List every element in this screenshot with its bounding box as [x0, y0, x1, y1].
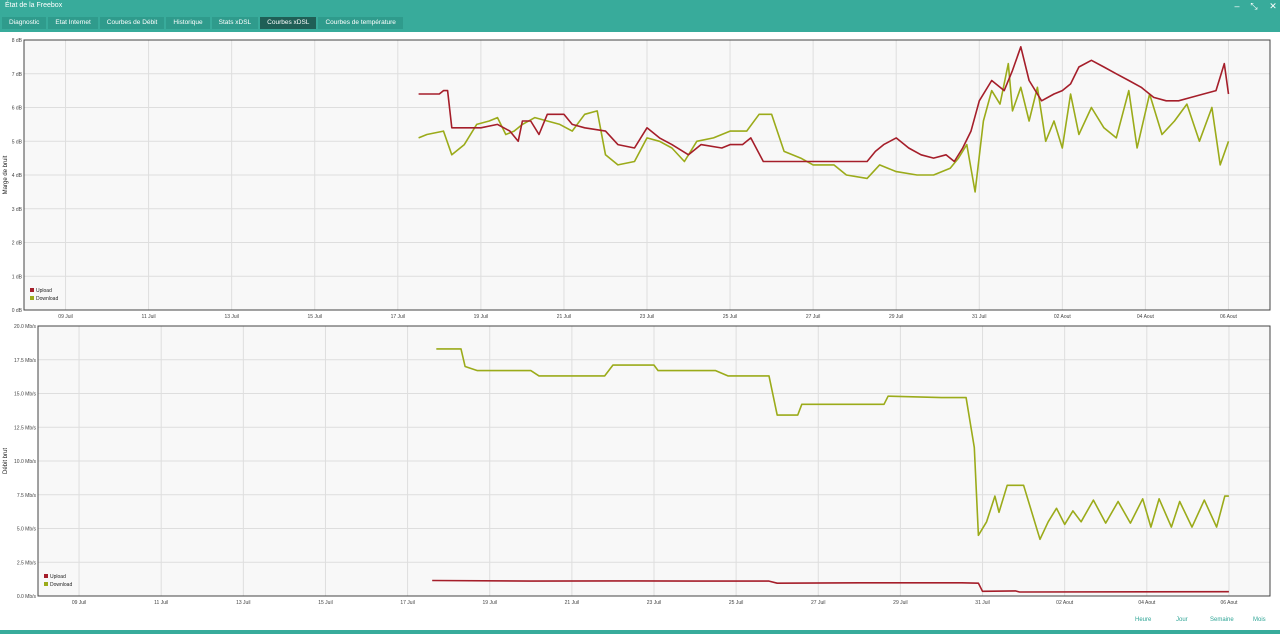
bottom-bar [0, 630, 1280, 634]
x-tick-label: 31 Juil [972, 314, 986, 320]
x-tick-label: 19 Juil [474, 314, 488, 320]
y-tick-label: 3 dB [12, 207, 23, 213]
y-tick-label: 20.0 Mb/s [14, 324, 36, 330]
x-tick-label: 21 Juil [557, 314, 571, 320]
y-tick-label: 7.5 Mb/s [17, 493, 37, 499]
x-tick-label: 09 Juil [58, 314, 72, 320]
range-selector: Heure Jour Semaine Mois [0, 612, 1280, 634]
close-icon[interactable]: ✕ [1269, 1, 1277, 11]
x-tick-label: 27 Juil [811, 600, 825, 606]
series-line-upload [418, 46, 1230, 163]
y-tick-label: 2 dB [12, 241, 23, 247]
y-tick-label: 0 dB [12, 308, 23, 314]
tab-1[interactable]: Diagnostic [2, 17, 47, 29]
legend-label-upload[interactable]: Upload [36, 288, 52, 294]
x-tick-label: 09 Juil [72, 600, 86, 606]
charts-area: 0 dB 1 dB 2 dB 3 dB 4 dB 5 dB 6 dB 7 dB 8 dB 09 J… [3, 38, 1271, 606]
y-tick-label: 5 dB [12, 139, 23, 145]
x-tick-label: 25 Juil [723, 314, 737, 320]
x-tick-label: 29 Juil [889, 314, 903, 320]
y-tick-label: 4 dB [12, 173, 23, 179]
legend-label-upload[interactable]: Upload [50, 574, 66, 580]
legend-swatch-upload [30, 288, 34, 292]
plot-frame [37, 325, 1271, 597]
x-tick-label: 06 Aout [1220, 600, 1238, 606]
tab-2[interactable]: Etat Internet [48, 17, 98, 29]
range-button-week[interactable]: Semaine [1210, 617, 1234, 623]
legend-swatch-upload [44, 574, 48, 578]
y-tick-label: 7 dB [12, 72, 23, 78]
y-tick-label: 6 dB [12, 106, 23, 112]
y-tick-label: 2.5 Mb/s [17, 560, 37, 566]
range-button-day[interactable]: Jour [1176, 617, 1188, 623]
series-line-upload [432, 579, 1229, 593]
y-tick-label: 8 dB [12, 38, 23, 44]
tab-5[interactable]: Stats xDSL [211, 17, 259, 29]
y-tick-label: 0.0 Mb/s [17, 594, 37, 600]
tab-6[interactable]: Courbes xDSL [260, 17, 317, 29]
x-tick-label: 29 Juil [893, 600, 907, 606]
x-tick-label: 02 Aout [1056, 600, 1074, 606]
x-tick-label: 11 Juil [142, 314, 156, 320]
legend-label-download[interactable]: Download [36, 296, 58, 302]
legend-swatch-download [44, 582, 48, 586]
tab-3[interactable]: Courbes de Débit [99, 17, 165, 29]
y-axis-title: Marge de bruit [3, 155, 9, 194]
x-tick-label: 17 Juil [391, 314, 405, 320]
x-tick-label: 21 Juil [565, 600, 579, 606]
y-tick-label: 5.0 Mb/s [17, 527, 37, 533]
plot-frame [23, 39, 1271, 311]
tab-4[interactable]: Historique [166, 17, 210, 29]
y-tick-label: 15.0 Mb/s [14, 392, 36, 398]
window-title: État de la Freebox [5, 2, 63, 9]
tab-7[interactable]: Courbes de température [318, 17, 403, 29]
range-button-hour[interactable]: Heure [1135, 617, 1152, 623]
series-line-download [418, 62, 1230, 193]
chart-raw-rate: 0.0 Mb/s 2.5 Mb/s 5.0 Mb/s 7.5 Mb/s 10.0 Mb/… [3, 324, 1271, 606]
x-tick-label: 15 Juil [318, 600, 332, 606]
y-tick-label: 10.0 Mb/s [14, 459, 36, 465]
x-tick-label: 25 Juil [729, 600, 743, 606]
tab-bar: Diagnostic Etat Internet Courbes de Débit H… [2, 17, 405, 29]
x-tick-label: 06 Aout [1220, 314, 1238, 320]
x-tick-label: 19 Juil [483, 600, 497, 606]
chart-noise-margin: 0 dB 1 dB 2 dB 3 dB 4 dB 5 dB 6 dB 7 dB 8 dB 09 J… [3, 38, 1271, 320]
x-tick-label: 04 Aout [1137, 314, 1155, 320]
legend-label-download[interactable]: Download [50, 582, 72, 588]
y-axis-title: Débit brut [3, 448, 9, 474]
x-tick-label: 13 Juil [236, 600, 250, 606]
x-tick-label: 17 Juil [400, 600, 414, 606]
x-tick-label: 23 Juil [647, 600, 661, 606]
minimize-icon[interactable]: – [1234, 1, 1240, 11]
legend-swatch-download [30, 296, 34, 300]
x-tick-label: 02 Aout [1054, 314, 1072, 320]
x-tick-label: 23 Juil [640, 314, 654, 320]
x-tick-label: 27 Juil [806, 314, 820, 320]
y-tick-label: 12.5 Mb/s [14, 425, 36, 431]
title-bar: État de la Freebox – ⤡ ✕ Diagnostic Etat … [0, 0, 1280, 32]
y-tick-label: 17.5 Mb/s [14, 358, 36, 364]
x-tick-label: 11 Juil [154, 600, 168, 606]
restore-icon[interactable]: ⤡ [1250, 1, 1258, 11]
x-tick-label: 31 Juil [975, 600, 989, 606]
y-tick-label: 1 dB [12, 274, 23, 280]
range-button-month[interactable]: Mois [1253, 617, 1266, 623]
x-tick-label: 04 Aout [1138, 600, 1156, 606]
series-line-download [436, 348, 1229, 541]
x-tick-label: 15 Juil [308, 314, 322, 320]
x-tick-label: 13 Juil [224, 314, 238, 320]
